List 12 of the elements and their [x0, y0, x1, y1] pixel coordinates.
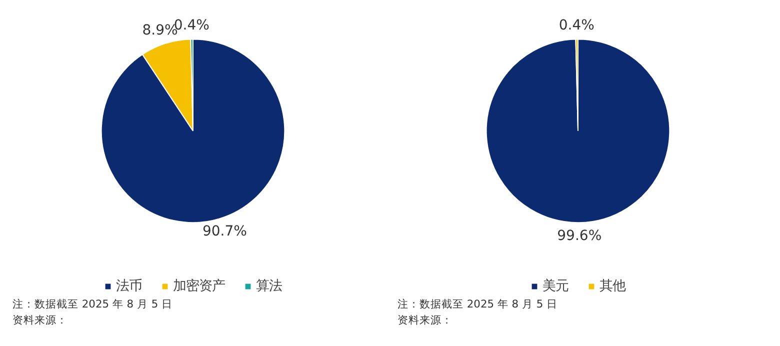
data-label: 90.7%	[202, 224, 247, 240]
data-label: 0.4%	[558, 18, 594, 34]
data-label: 99.6%	[557, 228, 602, 244]
text: 注：数据截至 2025 年 8 月 5 日	[12, 298, 173, 310]
legend-label: 加密资产	[173, 278, 225, 295]
legend-label: 算法	[256, 278, 282, 295]
text: 资料来源：	[398, 314, 452, 326]
legend-label: 其他	[600, 278, 626, 295]
legend-label: 法币	[116, 278, 142, 295]
text: 注：数据截至 2025 年 8 月 5 日	[398, 298, 558, 310]
text: 资料来源：	[12, 314, 68, 326]
legend-label: 美元	[542, 278, 568, 295]
